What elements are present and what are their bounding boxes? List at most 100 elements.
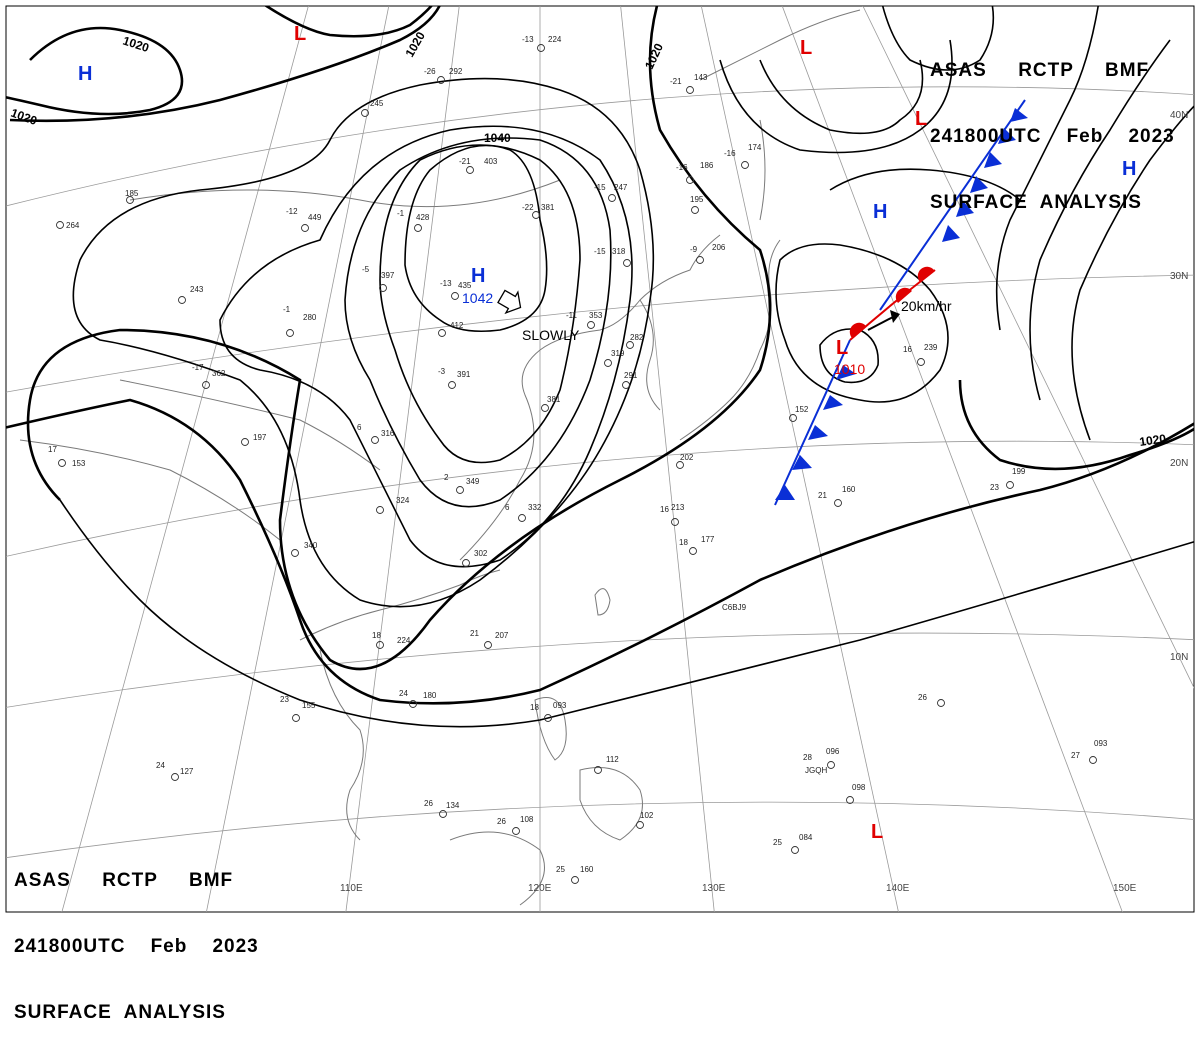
station-t: 26: [497, 817, 506, 826]
station-p: 098: [852, 783, 866, 792]
grid-labels: 110E 120E 130E 140E 150E 40N 30N 20N 10N: [340, 110, 1188, 894]
station-t: -16: [724, 149, 736, 158]
station-t: -5: [362, 265, 370, 274]
station-t: 26: [424, 799, 433, 808]
station-p: 319: [611, 349, 625, 358]
weather-map: -13 224 -26 292 -21 403 -1 428 -13 435 -12449…: [5, 5, 1195, 913]
station-t: 24: [156, 761, 165, 770]
station-t: -16: [676, 163, 688, 172]
isobar-big-1020: [264, 6, 434, 38]
lon-label-130e: 130E: [702, 883, 726, 894]
station-t: 17: [48, 445, 57, 454]
high-motion-arrow-icon: [497, 289, 522, 315]
station-p: 213: [671, 503, 685, 512]
station-p: 185: [125, 189, 139, 198]
station-t: -21: [459, 157, 471, 166]
station-t: -15: [594, 183, 606, 192]
china-coast: [459, 234, 721, 561]
russia-coast: [699, 9, 861, 81]
isobar-low-closed: [775, 243, 949, 403]
station-p: 202: [680, 453, 694, 462]
lon-line-100e: [206, 6, 390, 912]
isobar-east-3: [1071, 105, 1194, 441]
station-p: 349: [466, 477, 480, 486]
low-center-main-motion: 20km/hr: [901, 298, 952, 314]
ship-callsign: C6BJ9: [722, 603, 747, 612]
high-center-main: H: [471, 265, 485, 287]
map-header-bottom: ASAS RCTP BMF 241800UTC Feb 2023 SURFACE…: [14, 826, 259, 1046]
isobar-ring-4: [379, 144, 581, 464]
lat-label-30n: 30N: [1170, 271, 1188, 282]
isobar-high-ne: [829, 168, 1021, 201]
high-center-main-motion: SLOWLY: [522, 327, 580, 343]
fronts: [774, 99, 1028, 506]
station-p: 292: [449, 67, 463, 76]
lat-line-10n: [6, 632, 1194, 708]
isobar-1020-outer: [26, 6, 772, 671]
station-p: 155: [302, 701, 316, 710]
header-station: RCTP: [1018, 60, 1074, 81]
station-p: 152: [795, 405, 809, 414]
station-p: 134: [446, 801, 460, 810]
footer-time: 241800UTC: [14, 936, 126, 957]
station-p: 112: [606, 755, 619, 764]
lon-line-110e: [345, 6, 460, 912]
china-border: [119, 379, 381, 471]
high-center-e: H: [1122, 158, 1136, 180]
high-center-ne: H: [873, 201, 887, 223]
station-t: 16: [660, 505, 669, 514]
isobar-1016: [59, 499, 1194, 728]
lat-line-0: [6, 801, 1194, 859]
isobar-1020-east: [958, 379, 1194, 471]
lon-line-90e: [61, 6, 309, 912]
station-p: 435: [458, 281, 472, 290]
station-p: 224: [397, 636, 411, 645]
station-t: 21: [470, 629, 479, 638]
lon-label-120e: 120E: [528, 883, 552, 894]
lon-label-150e: 150E: [1113, 883, 1137, 894]
station-t: 23: [990, 483, 999, 492]
header-line-3: SURFACE ANALYSIS: [930, 192, 1142, 213]
station-p: 397: [381, 271, 395, 280]
header-region: ASAS: [930, 60, 987, 81]
station-t: -9: [690, 245, 698, 254]
station-p: 186: [700, 161, 714, 170]
footer-code: BMF: [189, 870, 234, 891]
isobar-label-1040: 1040: [484, 131, 511, 145]
station-p: 291: [624, 371, 638, 380]
station-p: 324: [396, 496, 410, 505]
lat-label-20n: 20N: [1170, 458, 1188, 469]
footer-station: RCTP: [102, 870, 158, 891]
footer-year: 2023: [212, 936, 259, 957]
station-t: -1: [397, 209, 405, 218]
cold-front: [774, 99, 1026, 506]
lat-label-40n: 40N: [1170, 110, 1188, 121]
station-p: 093: [1094, 739, 1108, 748]
philippines-coast: [579, 767, 643, 841]
station-t: 21: [818, 491, 827, 500]
station-p: 174: [748, 143, 762, 152]
motion-arrow-head: [890, 310, 900, 323]
station-p: 280: [303, 313, 317, 322]
station-p: 127: [180, 767, 194, 776]
station-p: 180: [423, 691, 437, 700]
low-center-ne-1: L: [800, 37, 812, 59]
station-p: 264: [66, 221, 80, 230]
indochina-coast: [319, 649, 364, 841]
south-china-coast: [299, 569, 501, 641]
station-t: -12: [286, 207, 298, 216]
station-p: 353: [589, 311, 603, 320]
header-code: BMF: [1105, 60, 1150, 81]
isobar-1020-arc-nw: [9, 6, 441, 123]
footer-month: Feb: [150, 936, 188, 957]
station-t: -21: [670, 77, 682, 86]
high-center-nw: H: [78, 63, 92, 85]
station-p: 143: [694, 73, 708, 82]
header-time: 241800UTC: [930, 126, 1042, 147]
header-month: Feb: [1066, 126, 1104, 147]
station-t: -26: [424, 67, 436, 76]
station-t: 23: [280, 695, 289, 704]
station-t: -1: [283, 305, 291, 314]
footer-line-3: SURFACE ANALYSIS: [14, 1002, 226, 1023]
pressure-centers: H 1042 SLOWLY H H H L 1010 20km/hr L L L…: [78, 23, 1136, 843]
